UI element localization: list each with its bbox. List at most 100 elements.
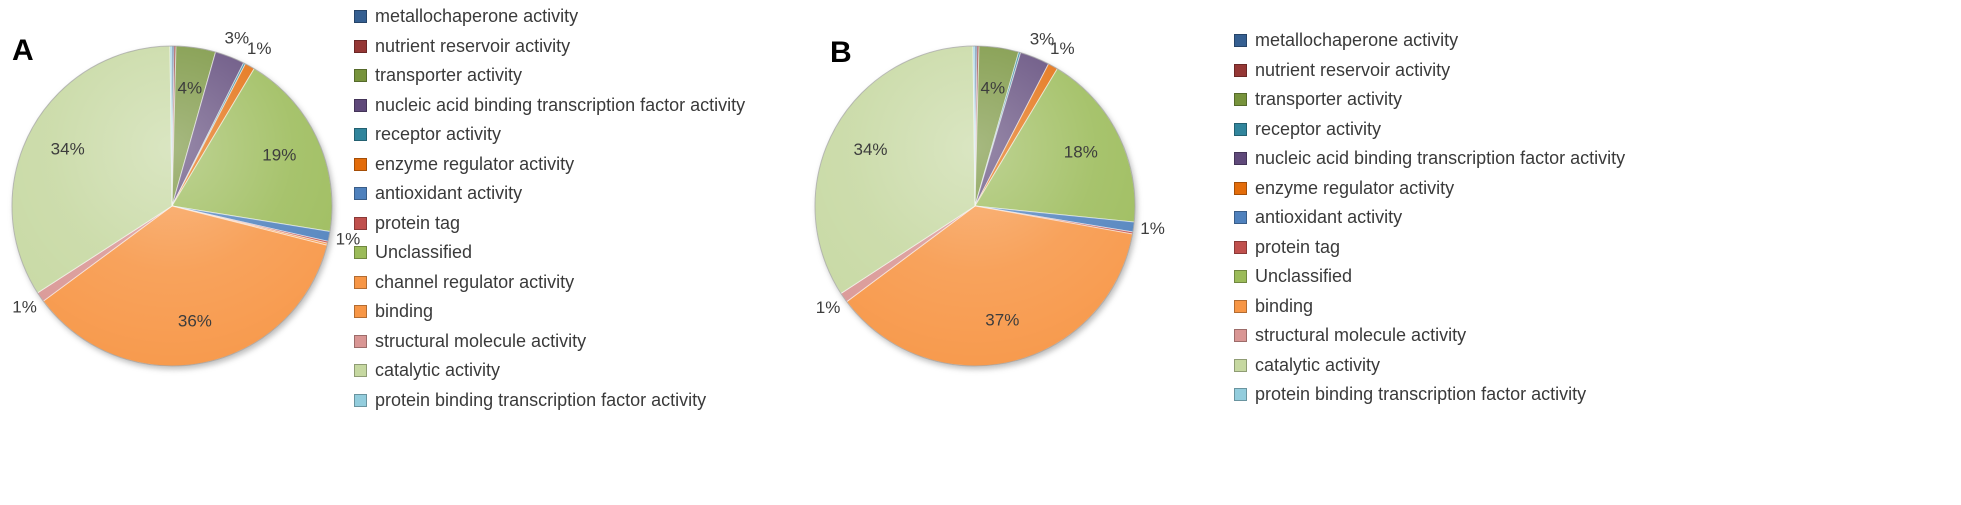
pie-percentage-label: 37% xyxy=(985,311,1019,330)
legend-item: Unclassified xyxy=(354,238,745,268)
legend-item-label: nucleic acid binding transcription facto… xyxy=(375,94,746,115)
legend-item-label: receptor activity xyxy=(375,124,502,145)
legend-item-label: protein binding transcription factor act… xyxy=(375,389,707,410)
legend-swatch-icon xyxy=(354,364,367,378)
pie-percentage-label: 3% xyxy=(1030,29,1055,48)
legend-swatch-icon xyxy=(1234,270,1247,284)
legend-item-label: catalytic activity xyxy=(375,360,501,381)
legend-item-label: receptor activity xyxy=(1255,118,1382,139)
legend-swatch-icon xyxy=(1234,329,1247,343)
legend-swatch-icon xyxy=(354,39,367,53)
pie-gloss xyxy=(815,46,1135,366)
legend-item-label: transporter activity xyxy=(1255,89,1403,110)
legend-b: metallochaperone activity nutrient reserv… xyxy=(1234,26,1625,410)
legend-swatch-icon xyxy=(354,69,367,83)
legend-item-label: Unclassified xyxy=(375,242,473,263)
pie-rim xyxy=(11,45,333,367)
legend-swatch-icon xyxy=(354,187,367,201)
legend-item-label: protein tag xyxy=(375,212,461,233)
legend-swatch-icon xyxy=(354,216,367,230)
legend-item-label: protein tag xyxy=(1255,236,1341,257)
pie-percentage-label: 19% xyxy=(262,145,296,164)
legend-item: structural molecule activity xyxy=(1234,321,1625,351)
legend-item-label: transporter activity xyxy=(375,65,523,86)
legend-item: transporter activity xyxy=(1234,85,1625,115)
legend-item: protein tag xyxy=(1234,233,1625,263)
panel-b-label: B xyxy=(830,36,852,69)
legend-item: transporter activity xyxy=(354,61,745,91)
pie-percentage-label: 1% xyxy=(1050,39,1075,58)
legend-swatch-icon xyxy=(1234,152,1247,166)
legend-item: metallochaperone activity xyxy=(1234,26,1625,56)
legend-item-label: binding xyxy=(1255,295,1314,316)
legend-item: nucleic acid binding transcription facto… xyxy=(354,91,745,121)
legend-item: Unclassified xyxy=(1234,262,1625,292)
legend-swatch-icon xyxy=(1234,211,1247,225)
legend-item: binding xyxy=(1234,292,1625,322)
legend-swatch-icon xyxy=(354,98,367,112)
legend-item: structural molecule activity xyxy=(354,327,745,357)
legend-item: channel regulator activity xyxy=(354,268,745,298)
legend-item: metallochaperone activity xyxy=(354,2,745,32)
legend-item: antioxidant activity xyxy=(354,179,745,209)
legend-swatch-icon xyxy=(354,10,367,24)
legend-item: receptor activity xyxy=(354,120,745,150)
pie-percentage-label: 1% xyxy=(12,297,37,316)
legend-item-label: nucleic acid binding transcription facto… xyxy=(1255,148,1626,169)
legend-item-label: enzyme regulator activity xyxy=(1255,177,1455,198)
legend-swatch-icon xyxy=(1234,181,1247,195)
legend-item-label: catalytic activity xyxy=(1255,354,1381,375)
legend-item-label: structural molecule activity xyxy=(1255,325,1467,346)
pie-percentage-label: 4% xyxy=(981,78,1006,97)
pie-gloss xyxy=(12,46,332,366)
pie-percentage-label: 1% xyxy=(336,230,361,249)
legend-swatch-icon xyxy=(354,157,367,171)
legend-item-label: metallochaperone activity xyxy=(1255,30,1459,51)
pie-percentage-label: 1% xyxy=(1140,219,1165,238)
legend-item-label: nutrient reservoir activity xyxy=(1255,59,1451,80)
legend-item: nutrient reservoir activity xyxy=(1234,56,1625,86)
pie-percentage-label: 34% xyxy=(853,140,887,159)
pie-rim xyxy=(814,45,1136,367)
legend-item-label: binding xyxy=(375,301,434,322)
pie-percentage-label: 1% xyxy=(816,298,841,317)
pie-percentage-label: 18% xyxy=(1064,142,1098,161)
legend-item: enzyme regulator activity xyxy=(1234,174,1625,204)
pie-percentage-label: 34% xyxy=(51,139,85,158)
legend-item: binding xyxy=(354,297,745,327)
legend-swatch-icon xyxy=(354,334,367,348)
legend-item: nucleic acid binding transcription facto… xyxy=(1234,144,1625,174)
legend-swatch-icon xyxy=(1234,299,1247,313)
pie-percentage-label: 3% xyxy=(225,28,250,47)
legend-item: protein binding transcription factor act… xyxy=(1234,380,1625,410)
legend-item: antioxidant activity xyxy=(1234,203,1625,233)
legend-item: enzyme regulator activity xyxy=(354,150,745,180)
legend-swatch-icon xyxy=(1234,34,1247,48)
pie-chart-a: 4%3%1%19%1%36%1%34% xyxy=(11,28,361,367)
pie-chart-b: 4%3%1%18%1%37%1%34% xyxy=(814,29,1165,367)
legend-item: protein binding transcription factor act… xyxy=(354,386,745,416)
legend-swatch-icon xyxy=(354,393,367,407)
legend-item: catalytic activity xyxy=(354,356,745,386)
legend-item: catalytic activity xyxy=(1234,351,1625,381)
legend-swatch-icon xyxy=(1234,63,1247,77)
legend-swatch-icon xyxy=(354,128,367,142)
legend-item-label: nutrient reservoir activity xyxy=(375,35,571,56)
legend-swatch-icon xyxy=(1234,388,1247,402)
pie-percentage-label: 1% xyxy=(247,39,272,58)
legend-item-label: channel regulator activity xyxy=(375,271,575,292)
legend-swatch-icon xyxy=(1234,122,1247,136)
legend-swatch-icon xyxy=(354,246,367,260)
pie-percentage-label: 4% xyxy=(178,78,203,97)
legend-swatch-icon xyxy=(1234,93,1247,107)
legend-item-label: antioxidant activity xyxy=(375,183,523,204)
legend-swatch-icon xyxy=(354,305,367,319)
legend-item-label: protein binding transcription factor act… xyxy=(1255,384,1587,405)
legend-a: metallochaperone activity nutrient reserv… xyxy=(354,2,745,415)
pie-percentage-label: 36% xyxy=(178,312,212,331)
legend-swatch-icon xyxy=(354,275,367,289)
legend-item: nutrient reservoir activity xyxy=(354,32,745,62)
legend-item-label: antioxidant activity xyxy=(1255,207,1403,228)
legend-item-label: structural molecule activity xyxy=(375,330,587,351)
